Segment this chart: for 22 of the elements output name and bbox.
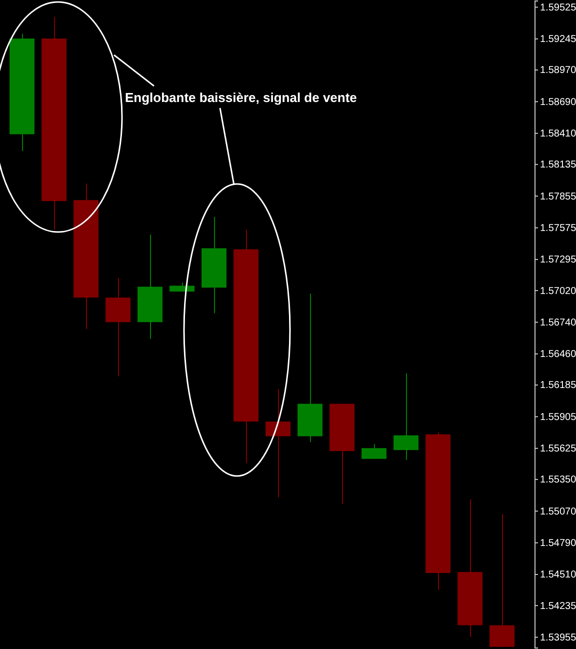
y-tick-label: 1.55905 [540, 412, 576, 423]
y-tick-label: 1.56185 [540, 380, 576, 392]
y-tick-label: 1.56740 [540, 317, 576, 328]
y-tick-label: 1.59525 [540, 2, 576, 14]
y-tick-label: 1.54235 [540, 600, 576, 612]
y-tick-label: 1.56460 [540, 349, 576, 360]
y-tick-label: 1.57855 [540, 191, 576, 202]
y-tick-label: 1.54510 [540, 570, 576, 581]
y-tick-label: 1.57020 [540, 286, 576, 297]
y-tick-label: 1.57575 [540, 222, 576, 234]
y-tick-label: 1.58690 [540, 96, 576, 108]
annotation: Englobante baissière, signal de vente [125, 90, 357, 105]
y-tick-label: 1.58410 [540, 128, 576, 140]
y-tick-label: 1.58135 [540, 160, 576, 171]
y-tick-label: 1.55625 [540, 444, 576, 455]
y-tick-label: 1.59245 [540, 34, 576, 46]
y-tick-label: 1.53955 [540, 632, 576, 644]
y-tick-label: 1.54790 [540, 538, 576, 550]
y-tick-label: 1.55350 [540, 474, 576, 486]
y-tick-label: 1.58970 [540, 65, 576, 76]
y-tick-label: 1.57295 [540, 254, 576, 266]
y-tick-label: 1.55070 [540, 506, 576, 518]
